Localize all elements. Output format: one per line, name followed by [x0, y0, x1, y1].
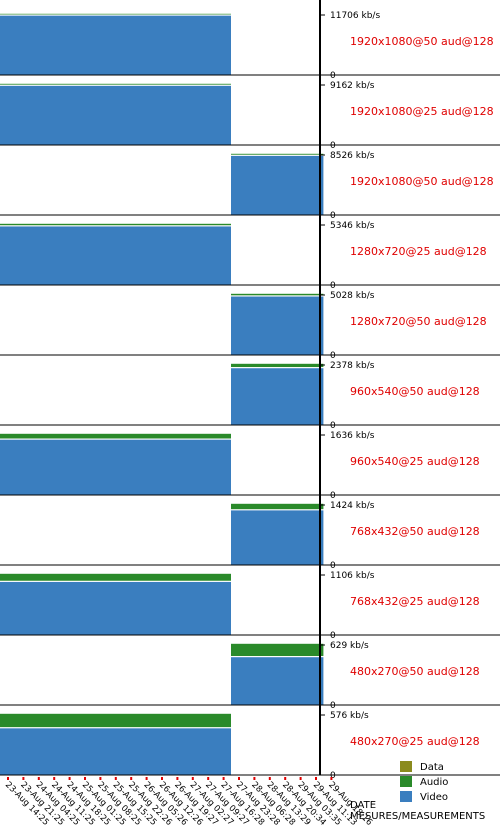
- date-tick-6: [84, 777, 86, 780]
- date-tick-14: [207, 777, 210, 780]
- ymin-label-panel-4: 0: [330, 281, 336, 291]
- resolution-label-panel-10: 480x270@50 aud@128: [350, 665, 480, 678]
- date-tick-8: [114, 777, 117, 780]
- date-tick-17: [253, 777, 256, 780]
- x-axis-title-line-1: DATE: [350, 800, 376, 811]
- bar-video-panel-4: [0, 226, 231, 285]
- ymax-label-panel-10: 629 kb/s: [330, 641, 369, 651]
- ymax-label-panel-6: 2378 kb/s: [330, 361, 375, 371]
- resolution-label-panel-11: 480x270@25 aud@128: [350, 735, 480, 748]
- ymin-label-panel-6: 0: [330, 421, 336, 431]
- resolution-label-panel-4: 1280x720@25 aud@128: [350, 245, 487, 258]
- bar-audio-panel-6: [231, 363, 324, 368]
- ymax-label-panel-3: 8526 kb/s: [330, 151, 375, 161]
- ymin-label-panel-7: 0: [330, 491, 336, 501]
- ymin-label-panel-8: 0: [330, 561, 336, 571]
- ymin-label-panel-11: 0: [330, 771, 336, 781]
- bar-audio-panel-2: [0, 83, 231, 85]
- date-tick-20: [299, 777, 302, 780]
- date-tick-7: [99, 777, 102, 780]
- bar-audio-panel-10: [231, 643, 324, 657]
- bar-audio-panel-9: [0, 573, 231, 581]
- date-tick-13: [191, 777, 194, 780]
- ymax-label-panel-4: 5346 kb/s: [330, 221, 375, 231]
- date-tick-21: [315, 777, 317, 780]
- legend-swatch-data: [400, 761, 412, 772]
- date-tick-3: [37, 777, 40, 780]
- bar-video-panel-8: [231, 510, 324, 565]
- bar-audio-panel-4: [0, 223, 231, 226]
- bar-audio-panel-11: [0, 713, 231, 728]
- bar-audio-panel-7: [0, 433, 231, 439]
- bar-video-panel-3: [231, 155, 324, 215]
- date-tick-16: [238, 777, 240, 780]
- bar-video-panel-5: [231, 296, 324, 355]
- date-tick-9: [130, 777, 133, 780]
- ymax-label-panel-5: 5028 kb/s: [330, 291, 375, 301]
- bar-audio-panel-5: [231, 293, 324, 296]
- ymax-label-panel-1: 11706 kb/s: [330, 11, 380, 21]
- bar-audio-panel-8: [231, 503, 324, 510]
- ymax-label-panel-2: 9162 kb/s: [330, 81, 375, 91]
- date-tick-2: [22, 777, 25, 780]
- legend-swatch-video: [400, 791, 412, 802]
- legend-label-audio: Audio: [420, 777, 448, 788]
- bar-video-panel-11: [0, 728, 231, 775]
- ymin-label-panel-3: 0: [330, 211, 336, 221]
- legend-label-data: Data: [420, 762, 444, 773]
- x-axis-title-line-2: MESURES/MEASUREMENTS: [350, 811, 485, 822]
- date-tick-18: [268, 777, 271, 780]
- date-tick-19: [284, 777, 287, 780]
- date-tick-12: [176, 777, 179, 780]
- date-tick-5: [68, 777, 71, 780]
- date-tick-1: [7, 777, 9, 780]
- bar-video-panel-10: [231, 657, 324, 705]
- resolution-label-panel-2: 1920x1080@25 aud@128: [350, 105, 494, 118]
- resolution-label-panel-8: 768x432@50 aud@128: [350, 525, 480, 538]
- resolution-label-panel-3: 1920x1080@50 aud@128: [350, 175, 494, 188]
- resolution-label-panel-7: 960x540@25 aud@128: [350, 455, 480, 468]
- bar-video-panel-2: [0, 85, 231, 145]
- resolution-label-panel-6: 960x540@50 aud@128: [350, 385, 480, 398]
- bar-audio-panel-3: [231, 153, 324, 155]
- ymin-label-panel-5: 0: [330, 351, 336, 361]
- bar-video-panel-7: [0, 439, 231, 495]
- ymax-label-panel-7: 1636 kb/s: [330, 431, 375, 441]
- ymin-label-panel-9: 0: [330, 631, 336, 641]
- bar-video-panel-6: [231, 368, 324, 425]
- date-tick-15: [222, 777, 225, 780]
- resolution-label-panel-9: 768x432@25 aud@128: [350, 595, 480, 608]
- bar-audio-panel-1: [0, 13, 231, 15]
- ymax-label-panel-8: 1424 kb/s: [330, 501, 375, 511]
- date-tick-11: [161, 777, 163, 780]
- date-tick-22: [330, 777, 333, 780]
- legend-swatch-audio: [400, 776, 412, 787]
- ymin-label-panel-2: 0: [330, 141, 336, 151]
- ymax-label-panel-9: 1106 kb/s: [330, 571, 375, 581]
- bar-video-panel-1: [0, 15, 231, 75]
- date-tick-10: [145, 777, 148, 780]
- legend-label-video: Video: [420, 792, 448, 803]
- ymin-label-panel-1: 0: [330, 71, 336, 81]
- resolution-label-panel-1: 1920x1080@50 aud@128: [350, 35, 494, 48]
- ymax-label-panel-11: 576 kb/s: [330, 711, 369, 721]
- resolution-label-panel-5: 1280x720@50 aud@128: [350, 315, 487, 328]
- date-tick-4: [53, 777, 56, 780]
- bar-video-panel-9: [0, 581, 231, 635]
- ymin-label-panel-10: 0: [330, 701, 336, 711]
